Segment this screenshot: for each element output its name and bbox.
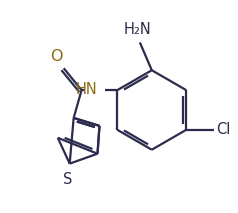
Text: Cl: Cl bbox=[216, 122, 230, 137]
Text: S: S bbox=[63, 172, 72, 187]
Text: O: O bbox=[50, 49, 63, 64]
Text: H₂N: H₂N bbox=[124, 22, 152, 37]
Text: HN: HN bbox=[76, 82, 98, 97]
